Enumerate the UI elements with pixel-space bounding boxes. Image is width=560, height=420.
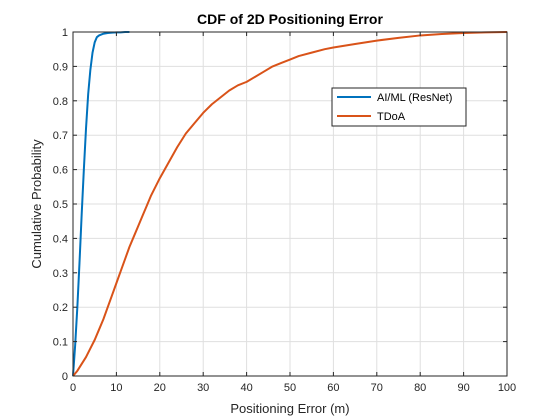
y-tick-label: 0.3: [53, 268, 68, 280]
legend-label-ai-ml: AI/ML (ResNet): [377, 92, 452, 104]
y-tick-label: 0.4: [53, 233, 68, 245]
x-tick-label: 50: [284, 382, 296, 394]
x-tick-label: 80: [414, 382, 426, 394]
chart-title: CDF of 2D Positioning Error: [197, 11, 383, 27]
y-tick-label: 1: [62, 27, 68, 39]
legend: AI/ML (ResNet) TDoA: [331, 87, 467, 127]
x-tick-label: 30: [197, 382, 209, 394]
y-axis-label: Cumulative Probability: [29, 139, 44, 269]
y-tick-label: 0.5: [53, 199, 68, 211]
y-tick-label: 0.6: [53, 165, 68, 177]
x-tick-label: 70: [371, 382, 383, 394]
series-line-tdoa: [72, 31, 508, 377]
x-tick-label: 60: [327, 382, 339, 394]
legend-box: [331, 87, 467, 127]
y-tick-label: 0.1: [53, 337, 68, 349]
x-axis-label: Positioning Error (m): [230, 401, 349, 416]
tick-label-layer: 0 10 20 30 40 50 60 70 80 90 100 0 0.1 0.2 0.3 0.4 0.5 0.…: [53, 27, 516, 394]
y-tick-label: 0: [62, 371, 68, 383]
x-tick-label: 0: [70, 382, 76, 394]
x-tick-label: 20: [154, 382, 166, 394]
y-tick-label: 0.7: [53, 130, 68, 142]
x-tick-label: 100: [498, 382, 516, 394]
axes-layer: [72, 31, 508, 377]
y-tick-label: 0.2: [53, 302, 68, 314]
x-tick-label: 90: [457, 382, 469, 394]
legend-label-tdoa: TDoA: [377, 111, 406, 123]
x-tick-label: 40: [240, 382, 252, 394]
x-tick-label: 10: [110, 382, 122, 394]
y-tick-label: 0.9: [53, 61, 68, 73]
y-tick-label: 0.8: [53, 96, 68, 108]
